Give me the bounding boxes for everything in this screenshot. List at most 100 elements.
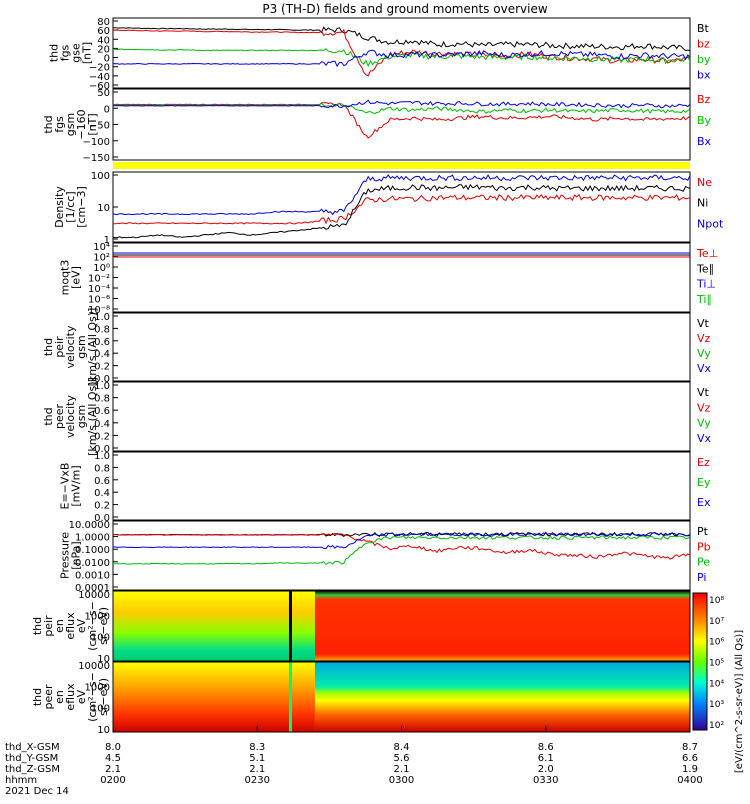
ytick-label: 0.2 [94, 362, 110, 373]
legend-Vy: Vy [697, 417, 711, 430]
panel-ylabel: E=−VxB[mV/m] [59, 463, 83, 510]
series-line-Pi [112, 532, 691, 550]
ylabel-line: [km/s (All Qs)] [86, 308, 99, 387]
ephemeris-value: 8.7 [682, 742, 698, 753]
spectrogram-region-post [314, 662, 690, 732]
ephemeris-value: 8.6 [538, 742, 554, 753]
ytick-label: 1.0000 [75, 533, 110, 544]
colorbar-tick: 10³ [709, 700, 724, 710]
legend-Vt: Vt [697, 317, 710, 330]
ephemeris-value: 2.1 [105, 764, 121, 775]
ephemeris-label: hhmm [5, 775, 37, 786]
ytick-label: 10⁻⁸ [88, 305, 110, 316]
chart-title: P3 (TH-D) fields and ground moments over… [262, 2, 547, 16]
panel-peir-spectrogram: thdpeirenefluxeV(cm²−s−sr−eV)10000100010… [31, 590, 691, 665]
legend-Bz: Bz [697, 93, 711, 106]
ephemeris-value: 8.3 [249, 742, 265, 753]
spectrogram-spike [288, 591, 292, 661]
colorbar-tick: 10² [709, 721, 724, 731]
ephemeris-value: 5.6 [394, 753, 410, 764]
ytick-label: 0.6 [94, 476, 110, 487]
xtick-label: 0230 [245, 775, 270, 786]
ytick-label: 0.8 [94, 463, 110, 474]
ephemeris-label: thd_Y-GSM [5, 753, 58, 764]
xtick-label: 0330 [533, 775, 558, 786]
ytick-label: 10² [93, 253, 110, 264]
panel-frame [112, 381, 691, 452]
ylabel-line: gsm [75, 405, 88, 428]
ytick-label: 50 [97, 88, 110, 99]
ytick-label: 1.0 [94, 381, 110, 392]
ylabel-line: peir [42, 615, 55, 637]
ylabel-line: [eV] [70, 266, 83, 289]
ytick-label: 0.0 [94, 374, 110, 385]
panel-density: Density[1/cc][cm−3]100 10 1 Ne Ni Npot [53, 171, 724, 246]
ylabel-line: eflux [64, 612, 77, 640]
ylabel-line: gsm [64, 113, 77, 136]
series-line-by [112, 48, 691, 68]
ylabel-line: eflux [64, 683, 77, 711]
ytick-label: 100 [91, 171, 110, 182]
spectrogram-spike [288, 662, 292, 732]
ytick-label: 0.0 [94, 444, 110, 455]
ephemeris-label: thd_X-GSM [5, 742, 60, 753]
legend-Ex: Ex [697, 496, 711, 509]
legend-Vx: Vx [697, 432, 712, 445]
ylabel-line: en [53, 690, 66, 704]
ytick-label: 0.0 [94, 513, 110, 524]
ylabel-line: [1/cc] [64, 191, 77, 222]
legend-Pe: Pe [697, 556, 710, 569]
legend-bz: bz [697, 38, 710, 51]
colorbar-tick: 10⁵ [709, 659, 724, 669]
series-line-Pb [112, 532, 691, 560]
series-line-Bt [113, 26, 691, 52]
series-line-Bz [112, 102, 691, 139]
legend-Ey: Ey [697, 476, 711, 489]
ylabel-line: thd [42, 115, 55, 133]
legend-Te∥: Te∥ [696, 262, 714, 275]
ylabel-line: thd [48, 44, 61, 62]
ytick-label: 10⁰ [93, 263, 110, 274]
ytick-label: 1.0 [94, 312, 110, 323]
panel-pressure: Pressure[nPa]10.00001.00000.10000.01000.… [59, 520, 711, 594]
ytick-label: 0.1000 [75, 545, 110, 556]
ylabel-line: thd [42, 407, 55, 425]
ytick-label: 80 [97, 17, 110, 28]
ylabel-line: fgs [53, 116, 66, 133]
legend-Pb: Pb [697, 540, 711, 553]
ylabel-line: peir [53, 336, 66, 358]
ephemeris-value: 2.0 [538, 764, 554, 775]
ephemeris-value: 2.1 [249, 764, 265, 775]
ytick-label: 1000 [85, 611, 110, 622]
panel-frame [112, 17, 691, 89]
colorbar-tick: 10⁴ [709, 679, 724, 689]
ytick-label: 0.0010 [75, 570, 110, 581]
ytick-label: 10000 [78, 590, 110, 601]
ytick-label: 0.6 [94, 406, 110, 417]
ytick-label: 10⁻⁴ [88, 284, 110, 295]
colorbar-label-group: [eV/(cm^2-s-sr-eV)] (All Qs)] [734, 630, 745, 773]
colorbar-tick: 10⁶ [709, 638, 724, 648]
legend-Ez: Ez [697, 456, 710, 469]
legend-Ti∥: Ti∥ [696, 293, 712, 306]
spectrogram-region-pre [113, 662, 315, 732]
ylabel-line: gse [70, 43, 83, 63]
ylabel-line: [km/s (All Qs)] [86, 377, 99, 456]
legend-Vz: Vz [697, 401, 711, 414]
ytick-label: 10⁴ [93, 242, 110, 253]
ytick-label: 10⁻² [88, 274, 110, 285]
panel-frame [112, 590, 691, 662]
ylabel-line: [cm−3] [75, 186, 88, 228]
panel-ylabel: moqt3[eV] [59, 260, 83, 296]
ephemeris-label: thd_Z-GSM [5, 764, 60, 775]
ephemeris-value: 8.0 [105, 742, 121, 753]
ytick-label: 0.2 [94, 431, 110, 442]
